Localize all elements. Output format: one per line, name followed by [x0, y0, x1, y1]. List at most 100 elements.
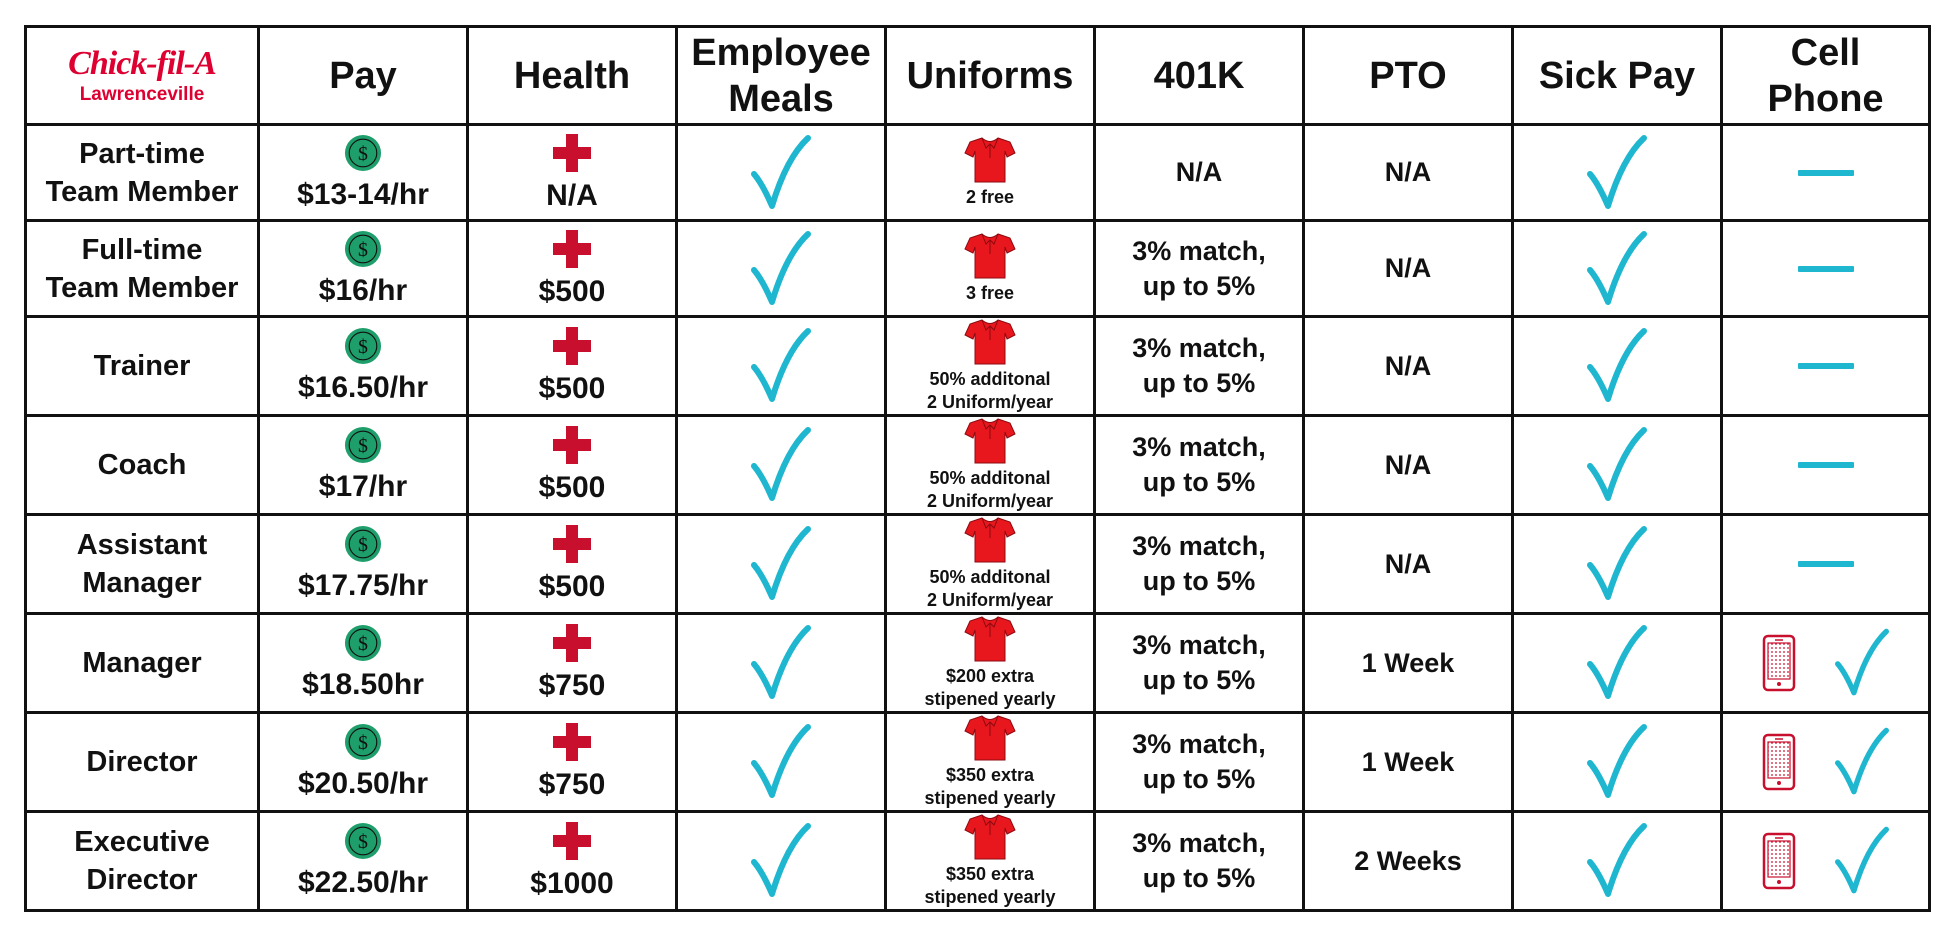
uniform-note-line: 2 Uniform/year	[926, 590, 1054, 610]
k401-value-line: 3% match,	[1132, 828, 1266, 858]
dash-icon	[1797, 169, 1854, 176]
role-cell: Coach	[24, 414, 260, 516]
dash-icon	[1797, 363, 1854, 369]
svg-text:$: $	[358, 336, 368, 358]
uniform-note-line: 2 Uniform/year	[926, 392, 1054, 412]
health-value: $1000	[530, 867, 614, 900]
meals-cell	[675, 315, 887, 417]
health-value: $500	[538, 274, 606, 308]
dollar-coin-icon: $	[344, 723, 382, 761]
table-row: Full-time Team Member $ $16/hr $500 3 free 3% …	[24, 219, 1931, 318]
pay-cell: $ $16/hr	[257, 219, 469, 318]
role-name-line: Full-time	[81, 233, 203, 266]
role-cell: Director	[24, 711, 260, 813]
uniforms-cell: 2 free	[884, 123, 1096, 222]
pay-value: $22.50/hr	[297, 866, 429, 899]
table-row: Manager $ $18.50hr $750 $200 extra stipened y…	[24, 612, 1931, 714]
role-name-line: Manager	[82, 567, 202, 599]
table-row: Executive Director $ $22.50/hr $1000 $350 ext…	[24, 810, 1931, 912]
k401-value-line: 3% match,	[1132, 630, 1266, 660]
k401-value-line: N/A	[1175, 157, 1223, 187]
k401-value-line: up to 5%	[1142, 764, 1256, 794]
uniforms-cell: 50% additonal 2 Uniform/year	[884, 414, 1096, 516]
cell-phone-cell	[1720, 711, 1931, 813]
health-value: $750	[538, 669, 606, 702]
checkmark-icon	[751, 427, 811, 501]
checkmark-icon	[1587, 134, 1647, 209]
checkmark-icon	[1587, 823, 1647, 897]
sick-pay-cell	[1511, 810, 1723, 912]
medical-cross-icon	[553, 525, 591, 563]
role-name-line: Trainer	[93, 350, 191, 382]
pto-value: N/A	[1384, 548, 1432, 579]
k401-value-line: up to 5%	[1142, 566, 1256, 596]
pto-cell: 2 Weeks	[1302, 810, 1514, 912]
pay-cell: $ $18.50hr	[257, 612, 469, 714]
header-row: Chick-fil-A Lawrenceville Pay Health Emp…	[24, 25, 1931, 126]
cell-phone-icon	[1762, 634, 1796, 692]
uniform-note-line: 50% additonal	[929, 468, 1051, 488]
uniform-note-line: 3 free	[965, 283, 1015, 303]
uniform-note-line: $200 extra	[945, 666, 1035, 686]
pto-value: 2 Weeks	[1354, 845, 1462, 876]
checkmark-icon	[1587, 625, 1647, 699]
health-value: N/A	[546, 178, 598, 212]
header-employee-meals: Employee Meals	[675, 25, 887, 126]
k401-value-line: 3% match,	[1132, 333, 1266, 363]
uniform-note-line: $350 extra	[945, 864, 1035, 884]
uniforms-cell: $350 extra stipened yearly	[884, 711, 1096, 813]
meals-cell	[675, 414, 887, 516]
role-name-line: Director	[86, 746, 198, 778]
red-shirt-icon	[964, 418, 1016, 464]
checkmark-icon	[1835, 826, 1889, 894]
checkmark-icon	[751, 724, 811, 798]
pto-value: 1 Week	[1361, 647, 1455, 678]
health-value: $500	[538, 372, 606, 405]
pay-cell: $ $13-14/hr	[257, 123, 469, 222]
health-cell: $750	[466, 612, 678, 714]
k401-value-line: up to 5%	[1142, 863, 1256, 893]
pay-value: $16/hr	[318, 273, 408, 307]
header-meals-line-1: Employee	[691, 31, 871, 74]
pto-cell: N/A	[1302, 123, 1514, 222]
pto-value: 1 Week	[1361, 746, 1455, 777]
uniform-note-line: 50% additonal	[929, 369, 1051, 389]
uniforms-cell: $200 extra stipened yearly	[884, 612, 1096, 714]
red-shirt-icon	[964, 814, 1016, 860]
uniform-note-line: 2 free	[965, 187, 1015, 207]
role-name-line: Part-time	[79, 137, 205, 170]
pto-value: N/A	[1384, 350, 1432, 381]
uniform-note-line: 2 Uniform/year	[926, 491, 1054, 511]
dash-icon	[1797, 265, 1854, 272]
k401-value-line: up to 5%	[1142, 665, 1256, 695]
dollar-coin-icon: $	[344, 230, 382, 267]
dash-icon	[1797, 462, 1854, 468]
header-sick-pay: Sick Pay	[1511, 25, 1723, 126]
pay-value: $16.50/hr	[297, 371, 429, 404]
checkmark-icon	[1587, 328, 1647, 402]
role-name-line: Assistant	[76, 529, 208, 561]
medical-cross-icon	[553, 723, 591, 761]
table-row: Coach $ $17/hr $500 50% additonal 2 Uniform/y…	[24, 414, 1931, 516]
dollar-coin-icon: $	[344, 134, 382, 171]
medical-cross-icon	[553, 426, 591, 464]
sick-pay-cell	[1511, 612, 1723, 714]
health-value: $500	[538, 471, 606, 504]
table-row: Assistant Manager $ $17.75/hr $500 50% addito…	[24, 513, 1931, 615]
checkmark-icon	[751, 526, 811, 600]
checkmark-icon	[751, 230, 811, 305]
red-shirt-icon	[964, 137, 1016, 183]
role-name-line: Team Member	[45, 271, 239, 304]
header-401k: 401K	[1093, 25, 1305, 126]
cell-phone-icon	[1762, 733, 1796, 791]
header-cell-phone: Cell Phone	[1720, 25, 1931, 126]
k401-value-line: up to 5%	[1142, 270, 1256, 301]
role-name-line: Team Member	[45, 175, 239, 208]
role-cell: Trainer	[24, 315, 260, 417]
benefits-table: Chick-fil-A Lawrenceville Pay Health Emp…	[24, 25, 1931, 912]
uniform-note-line: 50% additonal	[929, 567, 1051, 587]
header-phone-line-2: Phone	[1767, 77, 1884, 120]
health-value: $500	[538, 570, 606, 603]
header-uniforms: Uniforms	[884, 25, 1096, 126]
cell-phone-icon	[1762, 832, 1796, 890]
